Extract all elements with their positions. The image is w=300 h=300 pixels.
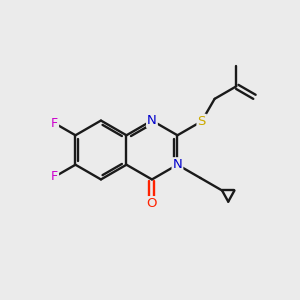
Text: N: N	[172, 158, 182, 171]
Text: F: F	[51, 117, 58, 130]
Text: N: N	[147, 114, 157, 127]
Text: S: S	[197, 115, 206, 128]
Text: O: O	[147, 197, 157, 210]
Text: F: F	[51, 170, 58, 183]
